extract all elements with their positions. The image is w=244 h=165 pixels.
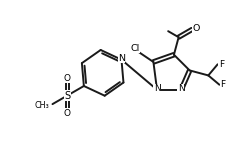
Text: O: O <box>64 109 71 118</box>
Text: S: S <box>64 91 70 101</box>
Text: O: O <box>64 74 71 83</box>
Text: N: N <box>178 84 184 93</box>
Text: F: F <box>221 80 226 89</box>
Text: N: N <box>118 54 125 63</box>
Text: F: F <box>219 60 224 69</box>
Text: Cl: Cl <box>131 44 140 53</box>
Text: O: O <box>193 24 200 33</box>
Text: CH₃: CH₃ <box>34 101 49 110</box>
Text: N: N <box>154 84 160 93</box>
